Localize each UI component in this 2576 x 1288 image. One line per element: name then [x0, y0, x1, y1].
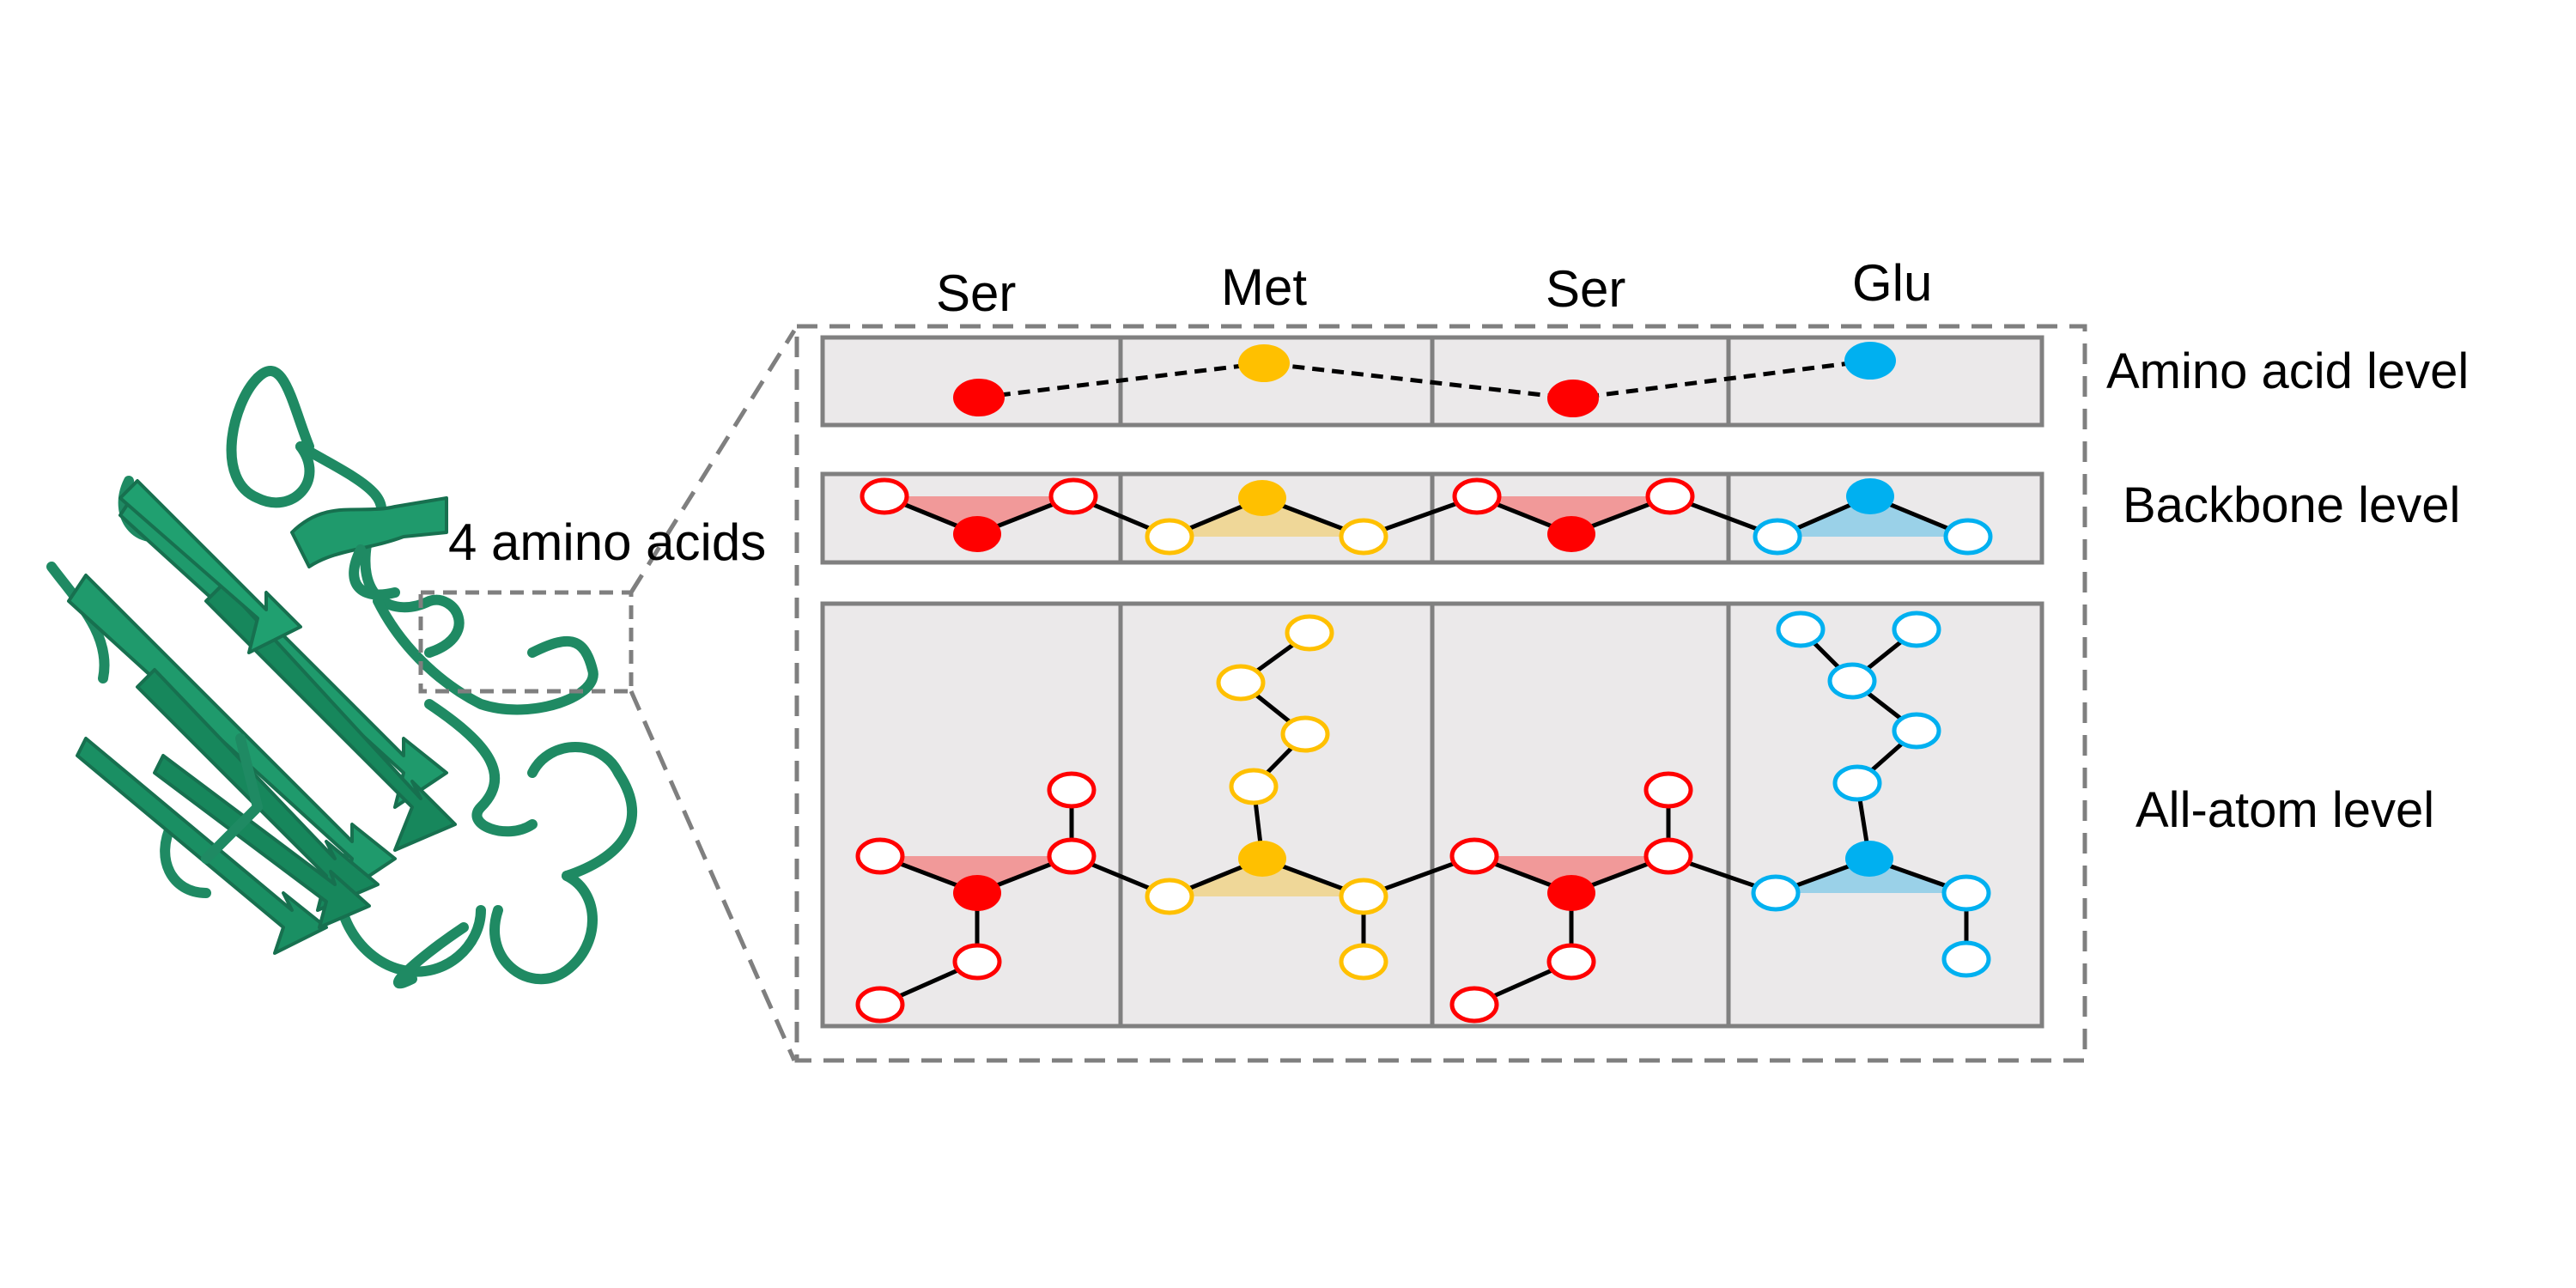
callout-label: 4 amino acids [448, 513, 766, 571]
residue-node-glu [1844, 342, 1896, 380]
level-label-backbone: Backbone level [2123, 477, 2460, 533]
column-label-met: Met [1221, 258, 1307, 316]
level-label-amino-acid: Amino acid level [2106, 343, 2469, 399]
protein-structure [46, 366, 638, 989]
all-atom-level-panel [820, 601, 2044, 1029]
column-label-ser-1: Ser [936, 264, 1016, 322]
zoom-line-top [629, 329, 797, 594]
backbone-level-panel [820, 471, 2044, 565]
level-label-all-atom: All-atom level [2136, 782, 2434, 838]
residue-node-met [1238, 344, 1290, 382]
zoom-line-bottom [629, 690, 797, 1062]
residue-node-ser-2 [1547, 380, 1599, 417]
residue-node-ser-1 [953, 379, 1005, 416]
selection-box [418, 590, 634, 694]
amino-acid-level-panel [820, 335, 2044, 428]
column-label-ser-2: Ser [1546, 260, 1625, 318]
column-label-glu: Glu [1852, 254, 1932, 312]
